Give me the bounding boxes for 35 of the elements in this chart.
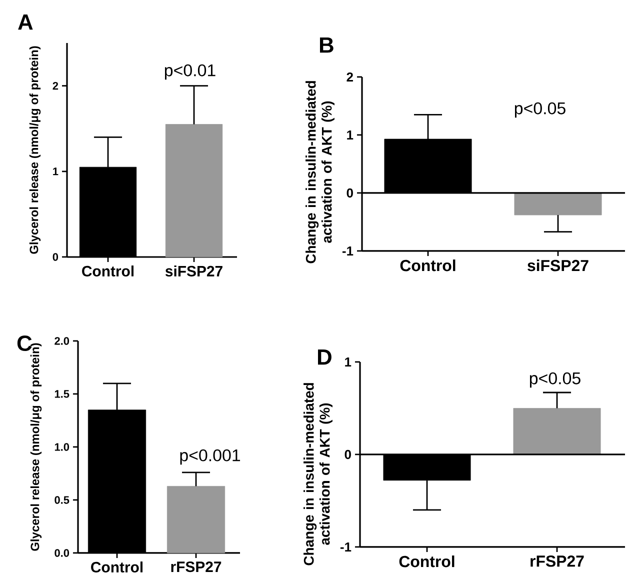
y-tick-label: 0 xyxy=(346,188,353,198)
y-tick-label: 1 xyxy=(345,358,352,366)
y-tick-label: 2 xyxy=(52,82,58,90)
y-tick-label: 2 xyxy=(346,72,353,82)
y-tick-label: 0.0 xyxy=(54,549,70,557)
y-tick-label: 1 xyxy=(53,168,58,176)
x-tick-label: Control xyxy=(82,266,134,276)
y-tick-label: 1.5 xyxy=(54,390,70,398)
x-tick-label: rFSP27 xyxy=(530,556,584,567)
y-tick-label: -1 xyxy=(342,246,354,256)
x-tick-label: Control xyxy=(399,556,454,568)
x-tick-label: siFSP27 xyxy=(165,266,222,276)
chart-title: C xyxy=(17,336,32,352)
annotation: p<0.05 xyxy=(514,102,566,118)
annotation: p<0.05 xyxy=(530,372,580,388)
y-tick-label: 2.0 xyxy=(54,337,70,345)
x-tick-label: rFSP27 xyxy=(171,562,222,572)
chart-title: B xyxy=(320,38,334,53)
y-tick-label: 0 xyxy=(344,450,351,460)
y-axis-title: Change in insulin-mediated activation of AKT (%) xyxy=(306,81,334,264)
y-axis-title: Change in insulin-mediated activation of AKT (%) xyxy=(304,383,332,566)
y-tick-label: 1 xyxy=(347,130,354,140)
x-tick-label: Control xyxy=(400,260,456,272)
annotation: p<0.01 xyxy=(164,64,216,80)
y-tick-label: 1.0 xyxy=(54,443,70,451)
y-tick-label: 0 xyxy=(52,253,58,261)
x-tick-label: Control xyxy=(91,562,143,572)
chart-title: D xyxy=(318,350,332,365)
y-tick-label: -1 xyxy=(340,542,352,552)
y-axis-title: Glycerol release (nmol/μg of protein) xyxy=(30,343,42,551)
y-axis-title: Glycerol release (nmol/μg of protein) xyxy=(29,46,41,254)
chart-title: A xyxy=(18,14,33,30)
annotation: p<0.001 xyxy=(180,449,240,465)
x-tick-label: siFSP27 xyxy=(528,260,588,272)
y-tick-label: 0.5 xyxy=(54,496,70,504)
